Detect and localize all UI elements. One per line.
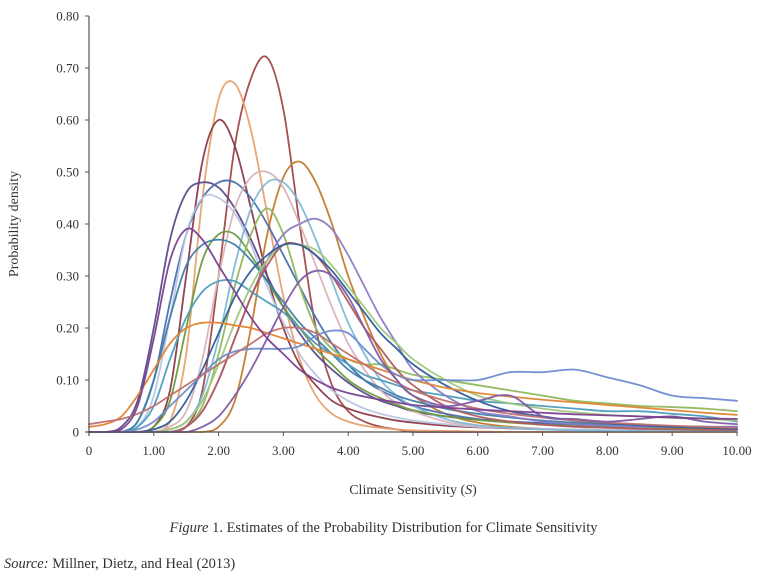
series-line-8 [88,170,738,433]
series-line-22 [88,227,738,433]
source-note-prefix: Source: [4,556,49,572]
x-tick-label: 10.00 [722,443,751,458]
series-line-11 [88,207,738,433]
x-tick-label: 3.00 [272,443,295,458]
x-axis-title-main: Climate Sensitivity ( [349,483,465,498]
series-line-19 [88,329,738,433]
x-ticks: 0 1.00 2.00 3.00 4.00 5.00 6.00 7.00 8.00 9.00 10.… [86,432,752,458]
figure-caption-prefix: Figure [169,520,209,536]
series-line-12 [88,238,738,433]
x-tick-label: 9.00 [661,443,684,458]
series-line-9 [88,178,738,433]
x-tick-label: 2.00 [207,443,230,458]
series-line-20 [88,326,738,429]
y-tick-label: 0 [73,425,80,440]
x-axis-title-end: ) [472,483,477,498]
series-line-15 [88,242,738,433]
figure-caption: Figure 1. Estimates of the Probability D… [0,520,767,537]
x-tick-label: 1.00 [142,443,165,458]
x-tick-label: 8.00 [596,443,619,458]
y-tick-label: 0.50 [56,165,79,180]
y-ticks: 0 0.10 0.20 0.30 0.40 0.50 0.60 0.70 0.80 [56,9,89,440]
y-tick-label: 0.60 [56,113,79,128]
chart: 0 0.10 0.20 0.30 0.40 0.50 0.60 0.70 0.80 0 1.00 2… [7,9,752,499]
source-note: Source: Millner, Dietz, and Heal (2013) [4,556,235,573]
x-tick-label: 5.00 [402,443,425,458]
figure-caption-text: 1. Estimates of the Probability Distribu… [208,520,598,536]
x-axis-title-variable: S [465,483,472,498]
y-axis-title: Probability density [7,171,22,277]
series-line-6 [88,179,738,433]
x-tick-label: 4.00 [337,443,360,458]
y-tick-label: 0.80 [56,9,79,24]
source-note-text: Millner, Dietz, and Heal (2013) [48,556,236,572]
y-tick-label: 0.70 [56,61,79,76]
series-layer [88,55,738,433]
x-tick-label: 6.00 [466,443,489,458]
y-tick-label: 0.20 [56,321,79,336]
x-tick-label: 0 [86,443,93,458]
y-tick-label: 0.10 [56,373,79,388]
series-line-18 [88,321,738,428]
x-tick-label: 7.00 [531,443,554,458]
y-tick-label: 0.40 [56,217,79,232]
y-tick-label: 0.30 [56,269,79,284]
x-axis-title: Climate Sensitivity (S) [349,483,477,498]
